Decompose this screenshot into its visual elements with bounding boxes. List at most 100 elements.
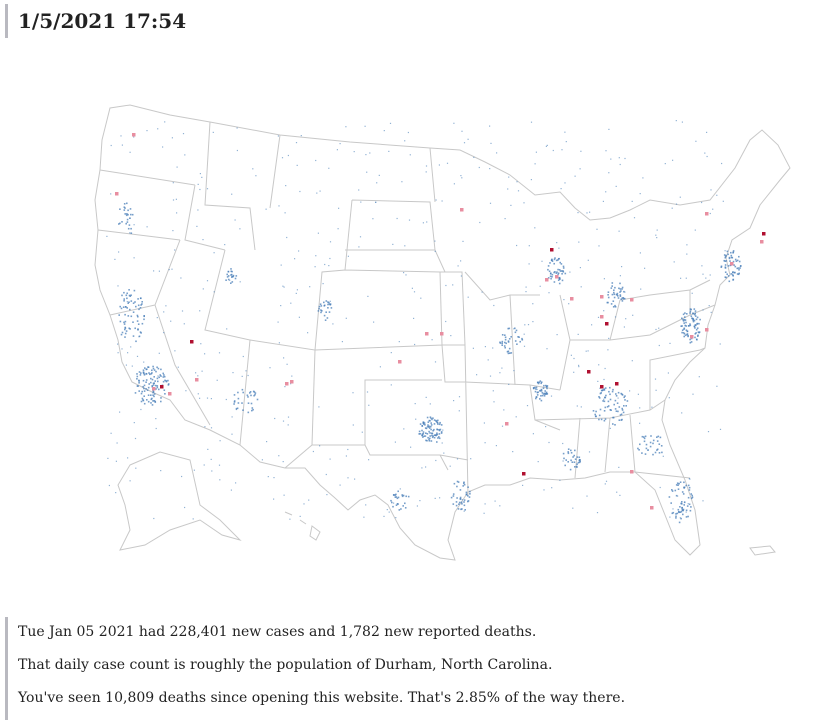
case-dot xyxy=(460,175,462,177)
case-dot xyxy=(231,193,233,195)
case-dot xyxy=(434,434,437,436)
case-dot xyxy=(398,341,400,343)
case-dot xyxy=(199,188,201,191)
case-dot xyxy=(694,333,697,335)
case-dot xyxy=(624,291,626,293)
case-dot xyxy=(679,481,682,483)
case-dot xyxy=(689,323,691,325)
case-dot xyxy=(730,254,733,257)
case-dot xyxy=(145,381,147,383)
case-dot xyxy=(125,306,127,308)
case-dot xyxy=(682,332,685,334)
case-dot xyxy=(580,286,582,288)
case-dot xyxy=(656,237,658,239)
case-dot xyxy=(507,327,509,330)
case-dot xyxy=(392,243,394,245)
case-dot xyxy=(164,393,166,395)
case-dot xyxy=(428,430,430,433)
case-dot xyxy=(730,273,733,275)
case-dot xyxy=(570,452,573,454)
case-dot xyxy=(683,332,686,335)
case-dot xyxy=(273,498,275,500)
case-dot xyxy=(392,505,394,508)
case-dot xyxy=(138,380,140,382)
case-dot xyxy=(681,491,684,493)
case-dot xyxy=(162,376,165,378)
case-dot xyxy=(689,310,692,313)
case-dot xyxy=(242,391,244,394)
case-dot xyxy=(249,392,251,394)
case-dot xyxy=(155,370,157,373)
case-dot xyxy=(578,456,581,459)
case-dot xyxy=(282,420,285,422)
case-dot xyxy=(140,304,142,306)
case-dot xyxy=(267,476,269,478)
case-dot xyxy=(124,327,127,329)
case-dot xyxy=(427,436,429,439)
case-dot xyxy=(404,502,406,505)
case-dot xyxy=(641,435,644,438)
case-dot xyxy=(453,400,455,402)
case-dot xyxy=(431,432,433,435)
case-dot xyxy=(125,294,128,297)
case-dot xyxy=(235,482,237,484)
case-dot xyxy=(463,483,466,486)
case-dot xyxy=(321,310,323,312)
case-dot xyxy=(697,334,699,337)
case-dot xyxy=(609,409,612,411)
case-dot xyxy=(468,496,471,498)
case-dot xyxy=(510,336,512,338)
case-dot xyxy=(508,338,511,340)
case-dot xyxy=(453,482,456,485)
case-dot xyxy=(643,436,645,438)
case-dot xyxy=(623,405,625,407)
case-dot xyxy=(429,420,431,422)
case-dot xyxy=(680,510,683,513)
case-dot xyxy=(733,271,736,274)
case-dot xyxy=(425,165,428,167)
case-dot xyxy=(129,480,131,482)
case-dot xyxy=(325,311,327,313)
case-dot xyxy=(397,496,400,499)
case-dot xyxy=(620,419,623,421)
case-dot xyxy=(612,300,615,302)
case-dot xyxy=(516,343,518,345)
case-dot xyxy=(599,392,602,395)
case-dot xyxy=(546,385,549,387)
case-dot xyxy=(685,321,687,324)
case-dot xyxy=(664,163,666,165)
case-dot xyxy=(246,394,249,397)
case-dot xyxy=(687,325,690,327)
case-dot xyxy=(107,457,109,459)
case-dot xyxy=(611,390,614,393)
case-dot xyxy=(319,303,322,305)
case-dot xyxy=(619,288,622,290)
case-dot xyxy=(534,163,536,165)
case-dot xyxy=(399,488,401,490)
case-dot xyxy=(523,345,526,347)
case-dot xyxy=(675,515,677,518)
death-markers xyxy=(115,133,766,510)
case-dot xyxy=(737,273,740,276)
case-dot xyxy=(388,511,390,513)
case-dot xyxy=(536,381,539,384)
population-comparison-text: That daily case count is roughly the pop… xyxy=(18,657,553,673)
case-dot xyxy=(134,327,136,330)
case-dot xyxy=(619,282,621,285)
case-dot xyxy=(608,390,610,393)
case-dot xyxy=(421,433,424,435)
case-dot xyxy=(704,152,706,154)
case-dot xyxy=(117,352,119,354)
case-dot xyxy=(115,460,117,462)
case-dot xyxy=(376,182,378,184)
case-dot xyxy=(532,387,535,389)
case-dot xyxy=(456,480,459,483)
case-dot xyxy=(159,374,161,376)
case-dot xyxy=(328,167,330,169)
case-dot xyxy=(452,503,455,505)
case-dot xyxy=(390,384,392,386)
case-dot xyxy=(236,127,238,129)
case-dot xyxy=(284,386,286,388)
case-dot xyxy=(679,517,681,519)
case-dot xyxy=(129,308,131,311)
